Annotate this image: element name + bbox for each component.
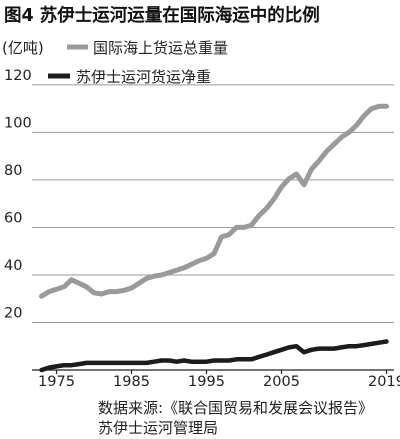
y-tick-label-40: 40 [4, 258, 22, 274]
series-line-suez [39, 339, 389, 373]
legend-label-suez: 苏伊士运河货运净重 [76, 68, 211, 86]
series-line-seaborne [39, 103, 389, 299]
y-tick-label-100: 100 [4, 115, 32, 131]
source-line-1: 数据来源:《联合国贸易和发展会议报告》 [98, 399, 373, 417]
x-tick-label-2005: 2005 [263, 374, 300, 390]
x-tick-label-1985: 1985 [113, 374, 150, 390]
y-tick-label-20: 20 [4, 305, 22, 321]
chart-title: 图4 苏伊士运河运量在国际海运中的比例 [4, 5, 320, 26]
x-tick-label-1975: 1975 [38, 374, 75, 390]
y-tick-label-60: 60 [4, 210, 22, 226]
grid-lines [32, 84, 394, 323]
legend: 国际海上货运总重量 苏伊士运河货运净重 [48, 39, 228, 86]
y-axis-unit: (亿吨) [2, 39, 44, 57]
y-tick-label-120: 120 [4, 68, 32, 84]
source-line-2: 苏伊士运河管理局 [98, 419, 218, 437]
y-tick-labels: 20 40 60 80 100 120 [4, 68, 32, 322]
x-tick-label-1995: 1995 [188, 374, 225, 390]
legend-label-seaborne: 国际海上货运总重量 [93, 39, 228, 57]
series-lines [39, 103, 389, 373]
y-tick-label-80: 80 [4, 163, 22, 179]
